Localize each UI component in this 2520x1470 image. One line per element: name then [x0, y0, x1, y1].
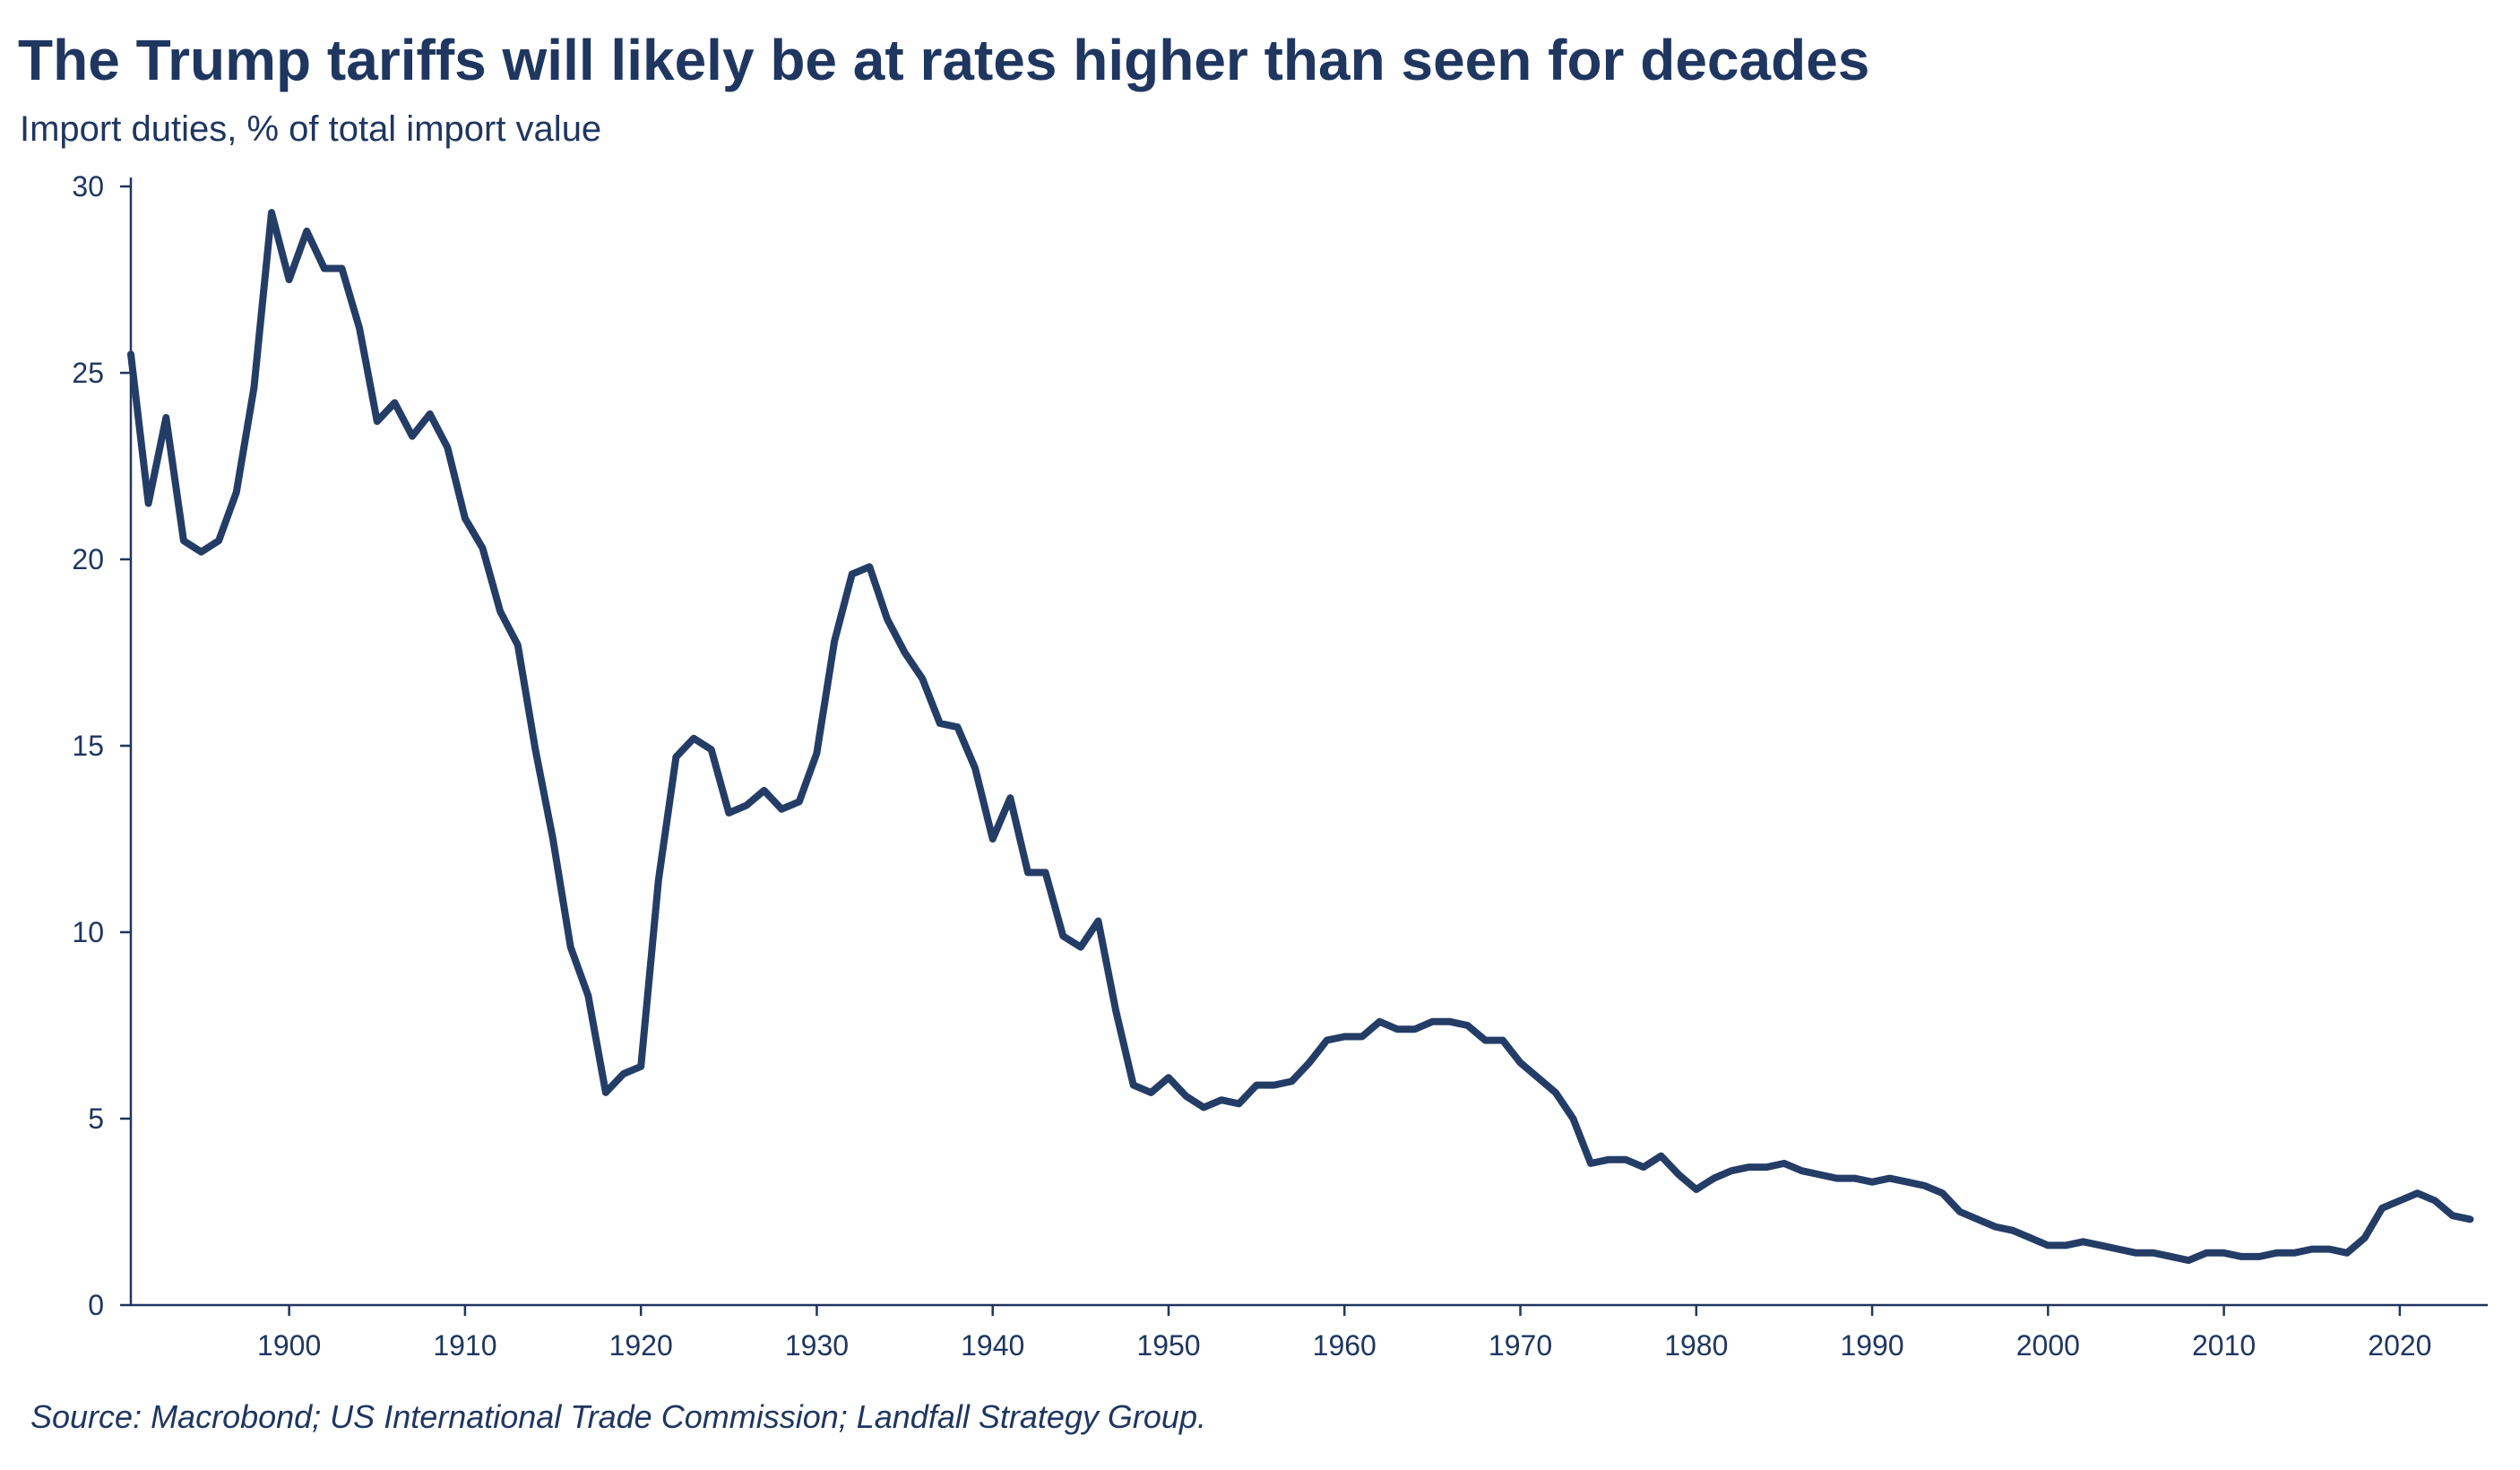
y-tick-label: 20	[72, 543, 104, 575]
y-tick-label: 10	[72, 916, 104, 948]
x-tick-label: 1900	[257, 1329, 321, 1362]
chart-title: The Trump tariffs will likely be at rate…	[18, 28, 1870, 92]
y-tick-label: 0	[88, 1289, 104, 1321]
line-chart: 0 5 10 15 20 25 30 1900 1910 1920 1930 1940 1950 1960…	[72, 170, 2488, 1362]
series-line	[127, 209, 2474, 1265]
x-tick-label: 1970	[1489, 1329, 1552, 1362]
x-tick-label: 1930	[785, 1329, 849, 1362]
chart-series-layer	[127, 209, 2474, 1265]
source-note: Source: Macrobond; US International Trad…	[30, 1398, 1206, 1435]
y-tick-label: 15	[72, 730, 104, 762]
x-tick-label: 1940	[961, 1329, 1024, 1362]
chart-subtitle: Import duties, % of total import value	[20, 109, 602, 149]
y-tick-label: 5	[88, 1102, 104, 1135]
x-tick-label: 2010	[2192, 1329, 2256, 1362]
y-tick-label: 25	[72, 357, 104, 389]
x-tick-label: 1920	[609, 1329, 673, 1362]
x-tick-label: 1990	[1840, 1329, 1903, 1362]
x-tick-label: 1960	[1313, 1329, 1377, 1362]
x-tick-label: 2020	[2368, 1329, 2431, 1362]
x-tick-label: 1980	[1664, 1329, 1728, 1362]
x-tick-label: 1910	[433, 1329, 496, 1362]
chart-ticks: 0 5 10 15 20 25 30 1900 1910 1920 1930 1940 1950 1960…	[72, 170, 2431, 1362]
y-tick-label: 30	[72, 170, 104, 203]
x-tick-label: 2000	[2016, 1329, 2080, 1362]
x-tick-label: 1950	[1136, 1329, 1200, 1362]
chart-axes	[129, 177, 2488, 1307]
